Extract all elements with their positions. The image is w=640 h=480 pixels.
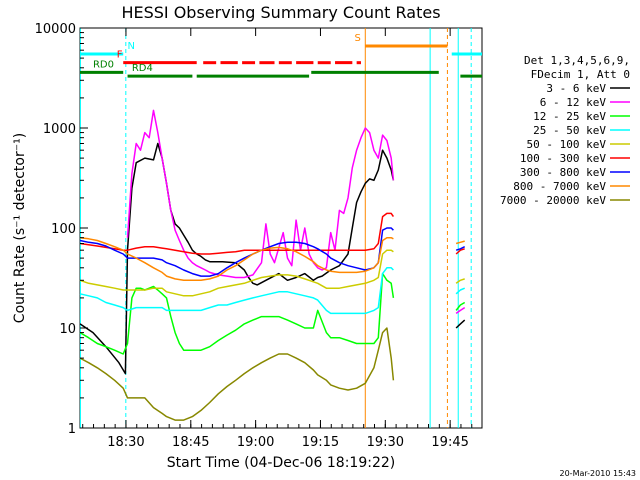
series-line-7 xyxy=(79,236,394,282)
x-tick-label-0: 18:30 xyxy=(107,435,144,450)
series-line-5 xyxy=(79,212,395,255)
series-line-after-gap-7 xyxy=(455,240,465,245)
legend-label-2: 12 - 25 keV xyxy=(533,110,606,123)
flag-label-4: RD0 xyxy=(93,59,114,70)
y-tick-label-2: 100 xyxy=(51,222,76,237)
legend-header-0: Det 1,3,4,5,6,9, xyxy=(524,54,630,67)
flag-label-2: S xyxy=(354,33,360,44)
x-tick-label-2: 19:00 xyxy=(237,435,274,450)
y-tick-label-0: 1 xyxy=(68,422,76,437)
plot-frame xyxy=(79,27,483,429)
x-tick-label-1: 18:45 xyxy=(172,435,209,450)
legend-label-3: 25 - 50 keV xyxy=(533,124,606,137)
series-line-3 xyxy=(79,267,394,315)
x-tick-label-4: 19:30 xyxy=(367,435,404,450)
series-line-0 xyxy=(79,142,395,375)
y-tick-label-4: 10000 xyxy=(35,22,76,37)
series-line-after-gap-2 xyxy=(455,301,466,311)
series-line-after-gap-5 xyxy=(455,248,465,255)
y-tick-label-1: 10 xyxy=(59,322,76,337)
axis-ticks: 18:30 18:45 19:00 19:15 19:30 19:45 1 10 100 1000… xyxy=(35,22,473,450)
series-line-after-gap-3 xyxy=(455,287,465,295)
series-line-after-gap-6 xyxy=(455,246,466,251)
chart-title: HESSI Observing Summary Count Rates xyxy=(121,3,440,22)
x-axis-label: Start Time (04-Dec-06 18:19:22) xyxy=(167,455,395,471)
legend: Det 1,3,4,5,6,9,FDecim 1, Att 03 - 6 keV… xyxy=(500,54,630,207)
series-line-1 xyxy=(126,109,395,279)
legend-label-5: 100 - 300 keV xyxy=(520,152,606,165)
legend-label-1: 6 - 12 keV xyxy=(540,96,607,109)
legend-label-0: 3 - 6 keV xyxy=(546,82,606,95)
series-line-after-gap-1 xyxy=(455,306,466,315)
vertical-markers xyxy=(79,28,472,428)
flag-label-5: RD4 xyxy=(132,63,153,74)
series-line-after-gap-4 xyxy=(455,278,465,284)
legend-label-4: 50 - 100 keV xyxy=(527,138,607,151)
flag-label-0: N xyxy=(128,41,135,52)
flag-label-3: F xyxy=(117,50,123,61)
series-lines xyxy=(79,109,466,421)
y-axis-label: Count Rate (s⁻¹ detector⁻¹) xyxy=(12,133,28,323)
series-line-after-gap-0 xyxy=(455,319,466,329)
legend-label-7: 800 - 7000 keV xyxy=(513,180,606,193)
series-line-8 xyxy=(79,327,395,421)
y-tick-label-3: 1000 xyxy=(43,122,76,137)
legend-label-8: 7000 - 20000 keV xyxy=(500,194,606,207)
x-tick-label-3: 19:15 xyxy=(302,435,339,450)
series-line-4 xyxy=(79,249,394,297)
legend-label-6: 300 - 800 keV xyxy=(520,166,606,179)
x-tick-label-5: 19:45 xyxy=(431,435,468,450)
legend-header-1: FDecim 1, Att 0 xyxy=(531,68,630,81)
footer-timestamp: 20-Mar-2010 15:43 xyxy=(560,469,637,478)
